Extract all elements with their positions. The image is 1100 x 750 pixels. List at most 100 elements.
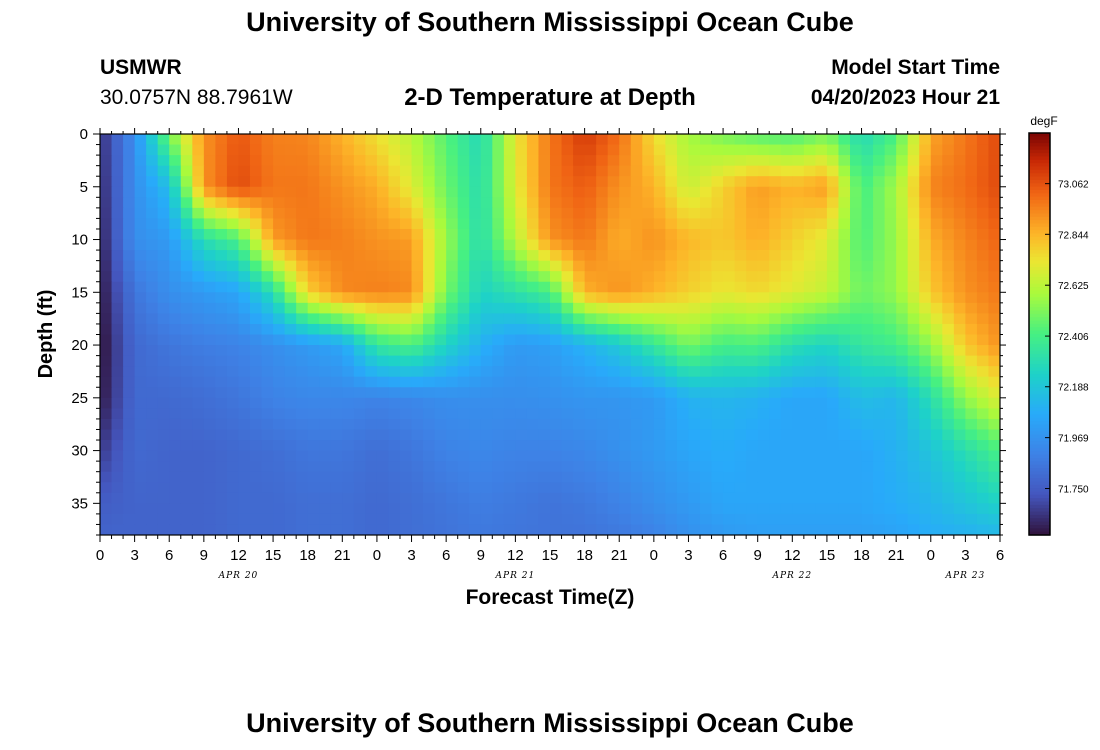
heatmap-cell	[873, 345, 886, 357]
heatmap-cell	[480, 197, 493, 209]
heatmap-cell	[723, 165, 736, 177]
heatmap-cell	[573, 513, 586, 526]
colorbar-band	[1029, 387, 1050, 392]
heatmap-cell	[550, 134, 563, 146]
heatmap-cell	[803, 176, 816, 188]
heatmap-cell	[976, 450, 990, 462]
heatmap-cell	[769, 387, 782, 399]
heatmap-cell	[134, 397, 147, 409]
x-tick-label: 6	[996, 547, 1004, 564]
heatmap-cell	[988, 197, 1000, 209]
heatmap-cell	[861, 186, 874, 198]
heatmap-cell	[930, 239, 943, 251]
heatmap-cell	[826, 450, 840, 462]
heatmap-cell	[284, 503, 297, 515]
heatmap-cell	[780, 165, 793, 177]
heatmap-cell	[607, 197, 620, 209]
heatmap-cell	[492, 408, 505, 420]
heatmap-cell	[792, 218, 805, 230]
heatmap-cell	[157, 397, 170, 409]
heatmap-cell	[561, 302, 574, 314]
heatmap-cell	[469, 239, 482, 251]
heatmap-cell	[180, 429, 193, 441]
heatmap-cell	[723, 376, 736, 388]
heatmap-cell	[919, 292, 932, 304]
colorbar-band	[1029, 437, 1050, 442]
colorbar-band	[1029, 173, 1050, 178]
heatmap-cell	[942, 186, 955, 198]
heatmap-cell	[250, 176, 263, 188]
heatmap-cell	[434, 513, 447, 526]
heatmap-cell	[342, 440, 355, 452]
heatmap-cell	[746, 376, 759, 388]
heatmap-cell	[676, 228, 690, 241]
heatmap-cell	[538, 134, 551, 146]
heatmap-cell	[226, 239, 240, 251]
heatmap-cell	[284, 207, 297, 220]
heatmap-cell	[896, 461, 909, 473]
heatmap-cell	[942, 313, 955, 325]
heatmap-cell	[261, 345, 274, 357]
x-tick-label: 15	[542, 547, 559, 564]
heatmap-cell	[503, 239, 516, 251]
heatmap-cell	[457, 376, 470, 388]
heatmap-cell	[550, 271, 563, 283]
heatmap-cell	[584, 155, 597, 167]
heatmap-cell	[723, 513, 736, 526]
heatmap-cell	[100, 461, 113, 473]
heatmap-cell	[700, 503, 713, 515]
heatmap-cell	[561, 165, 574, 177]
heatmap-cell	[815, 218, 828, 230]
heatmap-cell	[169, 134, 182, 146]
heatmap-cell	[826, 387, 840, 399]
heatmap-cell	[307, 334, 320, 346]
heatmap-cell	[353, 450, 366, 462]
heatmap-cell	[111, 239, 124, 251]
heatmap-cell	[734, 482, 747, 494]
heatmap-cell	[700, 218, 713, 230]
heatmap-cell	[100, 250, 113, 262]
heatmap-cell	[919, 239, 932, 251]
heatmap-cell	[838, 345, 851, 357]
heatmap-cell	[480, 186, 493, 198]
heatmap-cell	[561, 260, 574, 272]
heatmap-cell	[723, 144, 736, 156]
heatmap-cell	[723, 313, 736, 325]
heatmap-cell	[619, 450, 632, 462]
heatmap-cell	[850, 218, 863, 230]
colorbar-band	[1029, 344, 1050, 348]
heatmap-cell	[538, 376, 551, 388]
heatmap-cell	[861, 218, 874, 230]
heatmap-cell	[353, 165, 366, 177]
heatmap-cell	[757, 323, 770, 336]
heatmap-cell	[434, 281, 447, 293]
heatmap-cell	[515, 345, 528, 357]
heatmap-cell	[942, 292, 955, 304]
heatmap-cell	[192, 302, 205, 314]
colorbar-band	[1029, 210, 1050, 214]
heatmap-cell	[965, 144, 978, 156]
heatmap-cell	[353, 292, 366, 304]
heatmap-cell	[584, 345, 597, 357]
model-start-time: 04/20/2023 Hour 21	[810, 86, 1000, 109]
heatmap-cell	[561, 334, 574, 346]
heatmap-cell	[573, 334, 586, 346]
heatmap-cell	[100, 271, 113, 283]
heatmap-cell	[446, 260, 459, 272]
heatmap-cell	[976, 387, 990, 399]
heatmap-cell	[307, 228, 320, 241]
heatmap-cell	[873, 186, 886, 198]
heatmap-cell	[146, 239, 159, 251]
heatmap-cell	[365, 165, 378, 177]
heatmap-cell	[111, 429, 124, 441]
heatmap-cell	[538, 429, 551, 441]
heatmap-cell	[976, 376, 990, 388]
heatmap-cell	[861, 461, 874, 473]
colorbar-band	[1029, 256, 1050, 261]
heatmap-cell	[550, 408, 563, 420]
heatmap-cell	[896, 513, 909, 526]
heatmap-cell	[619, 345, 632, 357]
heatmap-cell	[169, 218, 182, 230]
heatmap-cell	[942, 207, 955, 220]
heatmap-cell	[953, 524, 966, 535]
